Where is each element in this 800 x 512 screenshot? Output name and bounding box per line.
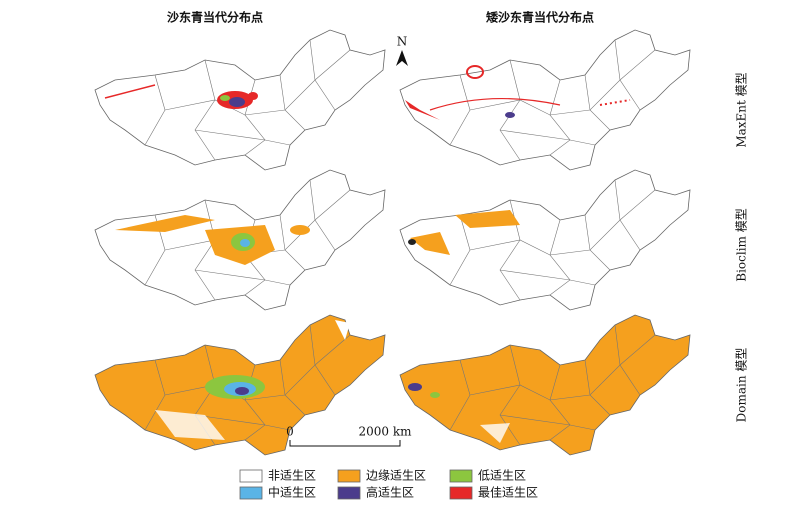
map <box>94 314 386 456</box>
map <box>94 29 386 171</box>
legend-label: 最佳适生区 <box>478 486 538 500</box>
row-label: Bioclim 模型 <box>735 208 749 281</box>
legend-swatch <box>337 486 361 500</box>
legend-label: 低适生区 <box>478 469 526 483</box>
legend-swatch <box>239 469 263 483</box>
map <box>399 314 691 456</box>
legend-swatch <box>239 486 263 500</box>
legend-label: 边缘适生区 <box>366 469 426 483</box>
legend-label: 非适生区 <box>268 469 316 483</box>
map <box>94 169 386 311</box>
legend-swatch <box>337 469 361 483</box>
map <box>399 169 691 311</box>
legend-swatch <box>449 486 473 500</box>
maps <box>94 29 691 456</box>
row-label: Domain 模型 <box>735 348 749 423</box>
north-label: N <box>397 35 408 49</box>
column-title: 矮沙东青当代分布点 <box>485 10 594 25</box>
scale-label: 2000 km <box>358 425 412 439</box>
legend-label: 高适生区 <box>366 485 414 500</box>
scale-label: 0 <box>286 425 294 439</box>
scale-bar <box>289 440 401 447</box>
row-label: MaxEnt 模型 <box>735 72 749 147</box>
legend-label: 中适生区 <box>268 485 316 500</box>
column-title: 沙东青当代分布点 <box>167 10 263 25</box>
north-arrow <box>396 50 408 66</box>
map <box>399 29 691 171</box>
legend-swatch <box>449 469 473 483</box>
